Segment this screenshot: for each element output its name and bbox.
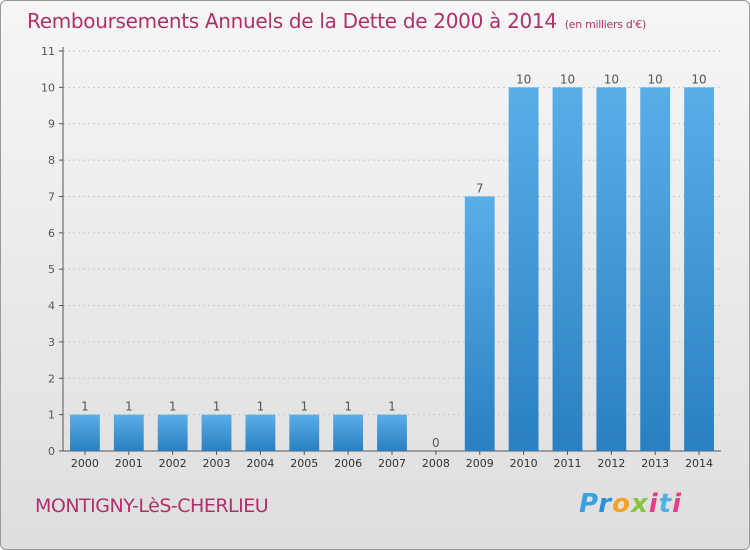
x-tick-label: 2014: [685, 457, 713, 470]
x-tick-label: 2013: [641, 457, 669, 470]
x-tick-label: 2000: [71, 457, 99, 470]
bar: [684, 87, 714, 451]
bar: [377, 414, 407, 451]
bar: [157, 414, 188, 451]
y-tick-label: 11: [41, 45, 55, 58]
x-tick-label: 2011: [553, 457, 581, 470]
x-tick-label: 2003: [203, 457, 231, 470]
bar: [640, 87, 671, 451]
y-tick-label: 9: [48, 118, 55, 131]
bar: [70, 414, 100, 451]
data-label: 7: [476, 181, 484, 195]
logo-letter: r: [598, 489, 613, 519]
data-label: 0: [432, 436, 440, 450]
logo-letter: t: [658, 489, 673, 519]
data-label: 1: [213, 400, 221, 414]
x-tick-label: 2008: [422, 457, 450, 470]
data-label: 10: [604, 72, 619, 86]
logo-letter: P: [579, 489, 599, 519]
bar: [113, 414, 144, 451]
bar: [552, 87, 583, 451]
logo-letter: i: [648, 489, 659, 519]
logo-letter: x: [630, 489, 649, 519]
commune-name: MONTIGNY-LèS-CHERLIEU: [35, 495, 269, 517]
y-tick-label: 8: [48, 154, 55, 167]
data-label: 1: [125, 400, 133, 414]
data-label: 1: [169, 400, 177, 414]
x-tick-label: 2005: [290, 457, 318, 470]
chart-subtitle: (en milliers d'€): [564, 18, 646, 31]
y-tick-label: 4: [48, 300, 55, 313]
x-tick-label: 2004: [246, 457, 274, 470]
y-tick-label: 5: [48, 263, 55, 276]
y-tick-label: 2: [48, 372, 55, 385]
data-label: 10: [648, 72, 663, 86]
logo-letter: i: [672, 489, 683, 519]
bar: [333, 414, 364, 451]
bar: [508, 87, 539, 451]
data-label: 1: [81, 400, 89, 414]
x-tick-label: 2009: [466, 457, 494, 470]
x-tick-label: 2002: [159, 457, 187, 470]
chart-title-text: Remboursements Annuels de la Dette de 20…: [27, 9, 557, 33]
data-label: 10: [560, 72, 575, 86]
x-tick-label: 2006: [334, 457, 362, 470]
data-label: 1: [344, 400, 352, 414]
bar: [289, 414, 320, 451]
bar: [596, 87, 627, 451]
data-label: 10: [691, 72, 706, 86]
data-label: 1: [257, 400, 265, 414]
y-tick-label: 6: [48, 227, 55, 240]
x-tick-label: 2001: [115, 457, 143, 470]
proxiti-logo: Proxiti: [579, 489, 682, 519]
bar: [201, 414, 232, 451]
chart-title: Remboursements Annuels de la Dette de 20…: [27, 9, 646, 33]
data-label: 10: [516, 72, 531, 86]
y-tick-label: 10: [41, 81, 55, 94]
y-tick-label: 7: [48, 190, 55, 203]
bar: [245, 414, 276, 451]
x-tick-label: 2007: [378, 457, 406, 470]
y-tick-label: 3: [48, 336, 55, 349]
bar: [464, 196, 495, 451]
logo-letter: o: [612, 489, 631, 519]
data-label: 1: [300, 400, 308, 414]
y-tick-label: 1: [48, 409, 55, 422]
data-label: 1: [388, 400, 396, 414]
x-tick-label: 2010: [510, 457, 538, 470]
x-tick-label: 2012: [597, 457, 625, 470]
y-tick-label: 0: [48, 445, 55, 458]
